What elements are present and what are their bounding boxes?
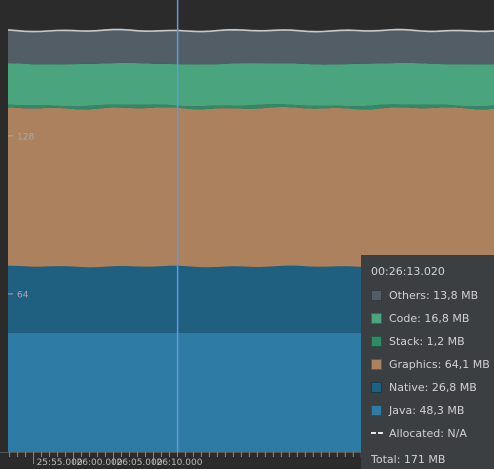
time-tick-label: 26:10.000 [156, 458, 202, 468]
legend-row-native: Native: 26,8 MB [371, 382, 494, 405]
legend-label-allocated: Allocated: N/A [389, 427, 467, 440]
legend-swatch-native [371, 382, 382, 393]
legend-row-java: Java: 48,3 MB [371, 405, 494, 428]
legend-swatch-others [371, 290, 382, 301]
area-others [8, 28, 494, 65]
legend-swatch-java [371, 405, 382, 416]
legend-row-allocated: Allocated: N/A [371, 428, 494, 451]
legend-label-stack: Stack: 1,2 MB [389, 335, 465, 348]
legend-label-others: Others: 13,8 MB [389, 289, 479, 302]
time-tick-label: 26:00.000 [77, 458, 123, 468]
legend-swatch-stack [371, 336, 382, 347]
legend-label-native: Native: 26,8 MB [389, 381, 477, 394]
time-tick-label: 25:55.000 [37, 458, 83, 468]
dashed-line-icon [371, 428, 383, 439]
area-code [8, 62, 494, 107]
legend-row-code: Code: 16,8 MB [371, 313, 494, 336]
legend-row-others: Others: 13,8 MB [371, 290, 494, 313]
y-tick-label-64: 64 [17, 290, 29, 300]
tooltip-time: 00:26:13.020 [371, 265, 445, 278]
area-graphics [8, 106, 494, 268]
legend-swatch-graphics [371, 359, 382, 370]
legend-row-graphics: Graphics: 64,1 MB [371, 359, 494, 382]
legend-label-code: Code: 16,8 MB [389, 312, 470, 325]
legend-label-graphics: Graphics: 64,1 MB [389, 358, 490, 371]
tooltip-total: Total: 171 MB [371, 453, 446, 466]
memory-tooltip: 00:26:13.020 Others: 13,8 MB Code: 16,8 … [361, 255, 494, 469]
legend-row-stack: Stack: 1,2 MB [371, 336, 494, 359]
legend-swatch-code [371, 313, 382, 324]
time-tick-label: 26:05.000 [117, 458, 163, 468]
legend-label-java: Java: 48,3 MB [389, 404, 465, 417]
area-stack [8, 104, 494, 110]
y-axis-strip [0, 0, 8, 452]
y-tick-label-128: 128 [17, 132, 34, 142]
allocated-line [7, 28, 494, 33]
